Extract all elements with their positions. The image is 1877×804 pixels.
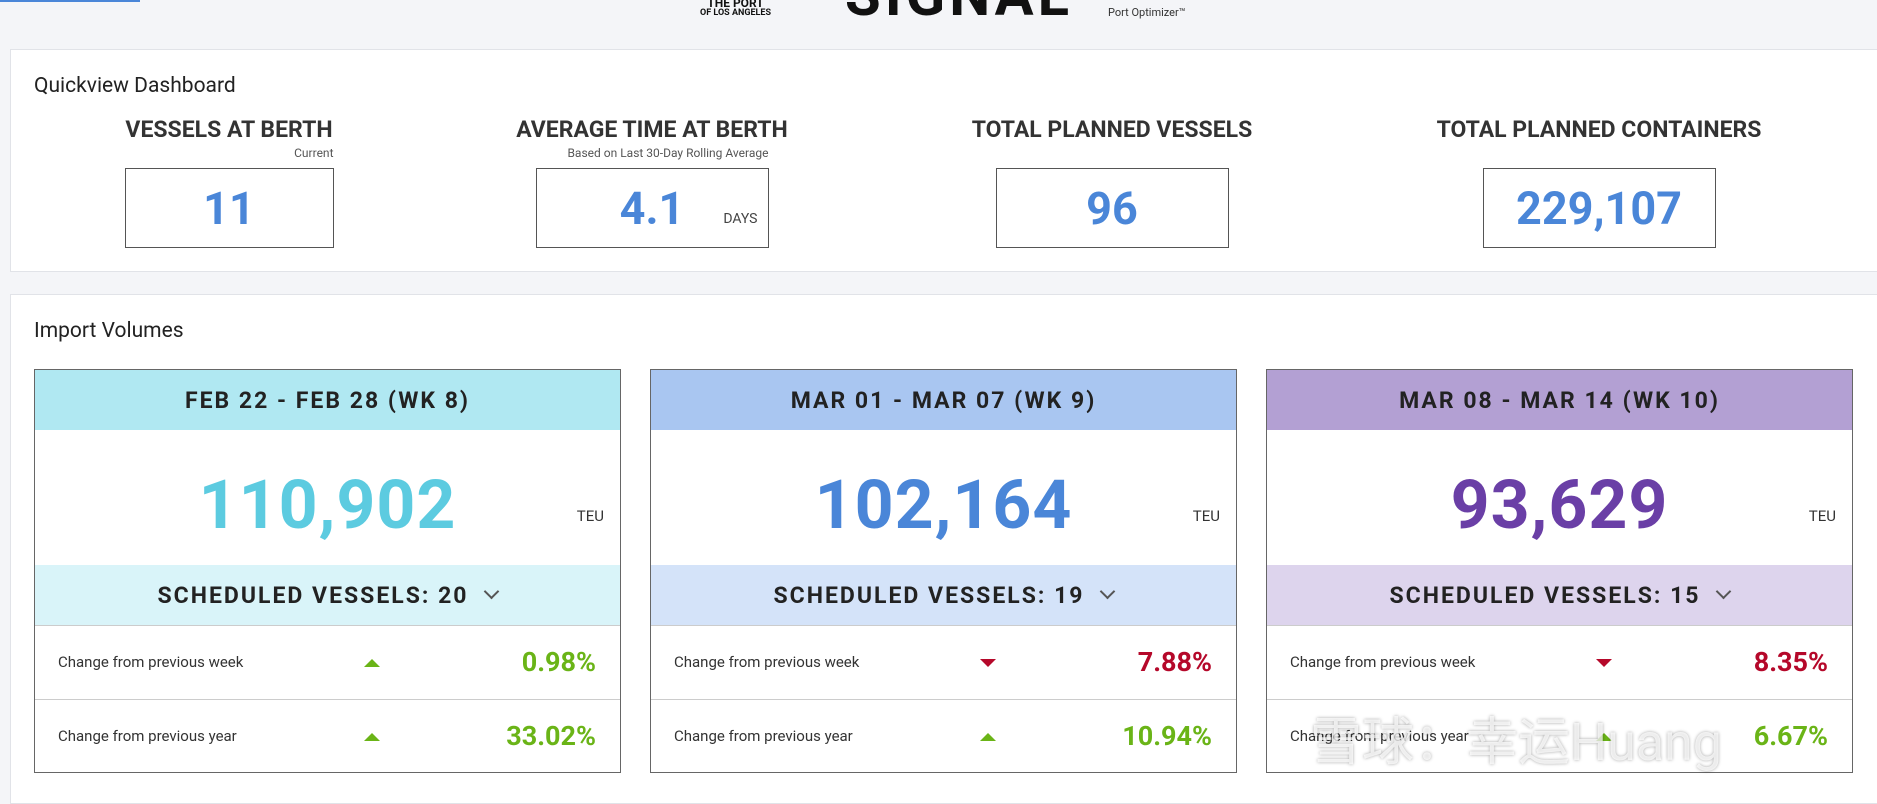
kpi-value: 96 [1086, 181, 1138, 235]
change-row: Change from previous year 6.67% [1267, 699, 1852, 772]
kpi-title: TOTAL PLANNED CONTAINERS [1436, 116, 1762, 143]
kpi-subtitle: Based on Last 30-Day Rolling Average [567, 146, 769, 160]
nav-indicator [0, 0, 140, 2]
direction-arrow [980, 659, 996, 667]
week-volume: 102,164 [814, 465, 1073, 545]
logo-text: THE PORT [707, 0, 764, 10]
volume-unit: TEU [1192, 507, 1220, 525]
change-label: Change from previous year [1290, 727, 1469, 745]
change-row: Change from previous week 7.88% [651, 625, 1236, 700]
change-value: 7.88% [1137, 646, 1212, 678]
scheduled-band: SCHEDULED VESSELS: 15 [1267, 565, 1852, 625]
kpi-title: AVERAGE TIME AT BERTH [516, 116, 788, 143]
change-row: Change from previous week 0.98% [35, 625, 620, 700]
change-row: Change from previous year 10.94% [651, 699, 1236, 772]
logo-text: OF LOS ANGELES [700, 8, 772, 18]
logo-sub: Port Optimizer™ [1108, 6, 1186, 19]
scheduled-label: SCHEDULED VESSELS: 15 [1389, 581, 1701, 609]
scheduled-label: SCHEDULED VESSELS: 20 [157, 581, 469, 609]
kpi-value: 229,107 [1516, 181, 1682, 235]
week-header: MAR 08 - MAR 14 (WK 10) [1267, 370, 1852, 430]
kpi-subtitle: Current [294, 146, 334, 160]
change-row: Change from previous year 33.02% [35, 699, 620, 772]
kpi-value: 4.1 [619, 181, 685, 235]
kpi-box: 11 [124, 168, 334, 248]
change-label: Change from previous week [58, 653, 244, 671]
change-value: 8.35% [1753, 646, 1828, 678]
direction-arrow [1596, 659, 1612, 667]
week-volume: 110,902 [198, 465, 457, 545]
week-card: MAR 01 - MAR 07 (WK 9) 102,164 TEU SCHEDULE… [650, 369, 1237, 773]
week-header: FEB 22 - FEB 28 (WK 8) [35, 370, 620, 430]
chevron[interactable] [1100, 583, 1116, 599]
kpi-title: TOTAL PLANNED VESSELS [971, 116, 1253, 143]
week-label: MAR 08 - MAR 14 (WK 10) [1399, 386, 1720, 414]
direction-arrow [364, 659, 380, 667]
kpi-box: 229,107 [1482, 168, 1716, 248]
change-value: 6.67% [1753, 720, 1828, 752]
change-label: Change from previous week [1290, 653, 1476, 671]
change-label: Change from previous year [58, 727, 237, 745]
volume-unit: TEU [1808, 507, 1836, 525]
kpi-box: 4.1 DAYS [535, 168, 769, 248]
change-row: Change from previous week 8.35% [1267, 625, 1852, 700]
panel-title: Quickview Dashboard [34, 74, 236, 98]
change-value: 0.98% [521, 646, 596, 678]
volume-unit: TEU [576, 507, 604, 525]
signal-logo: SIGNAL [845, 0, 1073, 30]
week-card: FEB 22 - FEB 28 (WK 8) 110,902 TEU SCHEDULE… [34, 369, 621, 773]
change-label: Change from previous week [674, 653, 860, 671]
change-value: 10.94% [1122, 720, 1212, 752]
panel-title: Import Volumes [34, 319, 184, 343]
direction-arrow [1596, 733, 1612, 741]
kpi-title: VESSELS AT BERTH [125, 116, 333, 143]
week-label: MAR 01 - MAR 07 (WK 9) [790, 386, 1097, 414]
week-header: MAR 01 - MAR 07 (WK 9) [651, 370, 1236, 430]
chevron[interactable] [1716, 583, 1732, 599]
direction-arrow [980, 733, 996, 741]
chevron[interactable] [484, 583, 500, 599]
scheduled-label: SCHEDULED VESSELS: 19 [773, 581, 1085, 609]
kpi-box: 96 [995, 168, 1229, 248]
change-label: Change from previous year [674, 727, 853, 745]
kpi-value: 11 [203, 181, 255, 235]
scheduled-band: SCHEDULED VESSELS: 19 [651, 565, 1236, 625]
kpi-unit: DAYS [723, 211, 758, 227]
week-volume: 93,629 [1450, 465, 1669, 545]
week-card: MAR 08 - MAR 14 (WK 10) 93,629 TEU SCHEDULE… [1266, 369, 1853, 773]
direction-arrow [364, 733, 380, 741]
change-value: 33.02% [506, 720, 596, 752]
scheduled-band: SCHEDULED VESSELS: 20 [35, 565, 620, 625]
port-logo: THE PORT OF LOS ANGELES [700, 0, 771, 18]
week-label: FEB 22 - FEB 28 (WK 8) [184, 386, 471, 414]
